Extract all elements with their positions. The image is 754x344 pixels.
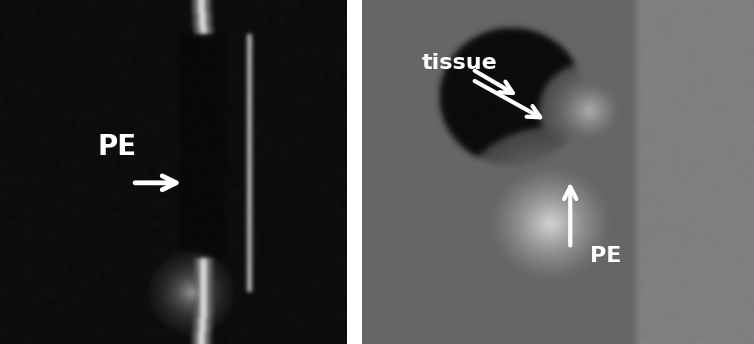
Text: tissue: tissue (421, 53, 497, 73)
Text: PE: PE (590, 246, 621, 266)
Text: PE: PE (97, 133, 136, 161)
